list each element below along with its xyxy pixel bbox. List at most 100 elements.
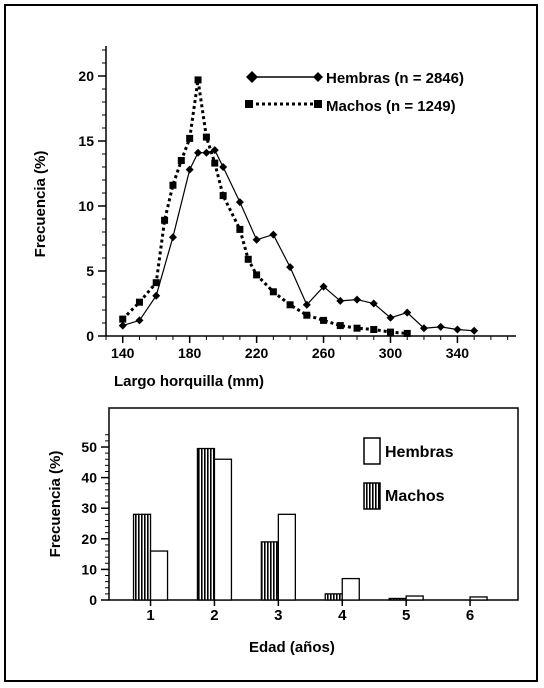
- machos-point: [186, 134, 194, 142]
- hembras-point: [319, 282, 328, 291]
- hembras-point: [269, 230, 278, 239]
- machos-bar: [324, 593, 343, 601]
- chart2-x-tick-label: 1: [146, 607, 154, 624]
- machos-point: [169, 181, 177, 189]
- hembras-point: [419, 324, 428, 333]
- machos-point: [303, 311, 311, 319]
- legend-hembras-label: Hembras (n = 2846): [326, 70, 464, 87]
- chart1-y-tick-label: 15: [78, 133, 94, 149]
- machos-point: [177, 157, 185, 164]
- hembras-point: [185, 165, 194, 174]
- hembras-point: [202, 148, 211, 157]
- hembras-point: [152, 291, 161, 300]
- legend-hembras-sample: [246, 71, 323, 83]
- chart1-xlabel: Largo horquilla (mm): [114, 373, 264, 390]
- age-frequency-chart: 0 10 20 30 40 50 1 2 3 4 5 6 Hembras Machos Edad (a…: [47, 407, 519, 656]
- legend-machos-bar-label: Machos: [385, 488, 445, 505]
- chart1-y-tick-label: 0: [86, 328, 94, 344]
- chart2-y-tick-label: 20: [81, 531, 97, 547]
- machos-point: [269, 288, 277, 296]
- machos-bar: [196, 447, 216, 601]
- hembras-bar: [341, 577, 360, 601]
- legend-hembras-bar-label: Hembras: [385, 444, 454, 461]
- machos-point: [244, 255, 252, 263]
- hembras-point: [252, 235, 261, 244]
- machos-point: [320, 316, 328, 324]
- machos-line: [121, 79, 408, 335]
- legend-hembras-swatch: [363, 437, 381, 465]
- chart2-x-tick-label: 6: [466, 607, 474, 624]
- chart2-x-tick-label: 5: [402, 607, 410, 624]
- hembras-point: [436, 322, 445, 331]
- hembras-point: [369, 299, 378, 308]
- chart1-axes: 140 180 220 260 300 340 0 5 10 15 20: [78, 46, 516, 361]
- hembras-point: [353, 295, 362, 304]
- chart2-y-tick-label: 40: [81, 470, 97, 486]
- hembras-point: [403, 308, 412, 317]
- hembras-point: [302, 300, 311, 309]
- machos-bar: [388, 597, 407, 601]
- machos-point: [219, 192, 227, 200]
- hembras-point: [118, 321, 127, 330]
- machos-point: [236, 225, 244, 233]
- chart2-y-tick-label: 10: [81, 561, 97, 577]
- chart1-x-tick-label: 260: [312, 345, 336, 361]
- machos-point: [286, 301, 294, 309]
- legend-machos-label: Machos (n = 1249): [326, 98, 456, 115]
- length-frequency-chart: 140 180 220 260 300 340 0 5 10 15 20 Hembras (n = …: [32, 46, 516, 390]
- machos-point: [403, 329, 411, 337]
- chart1-legend: Hembras (n = 2846) Machos (n = 1249): [245, 70, 464, 115]
- chart1-series: [118, 76, 479, 337]
- machos-point: [370, 326, 378, 333]
- chart1-y-tick-label: 20: [78, 68, 94, 84]
- chart1-ylabel: Frecuencia (%): [32, 151, 49, 258]
- machos-point: [211, 159, 219, 167]
- chart2-xlabel: Edad (años): [249, 639, 335, 656]
- chart2-x-tick-label: 4: [338, 607, 347, 624]
- chart2-y-tick-label: 50: [81, 439, 97, 455]
- hembras-point: [453, 325, 462, 334]
- chart2-legend: Hembras Machos: [363, 437, 454, 510]
- chart1-x-tick-label: 300: [379, 345, 403, 361]
- hembras-bar: [405, 595, 424, 601]
- machos-bar: [260, 541, 280, 601]
- chart2-plot-frame: [108, 407, 519, 601]
- machos-point: [386, 328, 394, 336]
- chart1-x-tick-label: 220: [245, 345, 269, 361]
- hembras-bar: [149, 550, 169, 601]
- hembras-point: [470, 326, 479, 335]
- hembras-point: [336, 296, 345, 305]
- chart1-x-tick-label: 180: [178, 345, 202, 361]
- chart2-bars: [132, 447, 488, 601]
- hembras-point: [135, 316, 144, 325]
- machos-point: [135, 298, 143, 306]
- hembras-point: [194, 148, 203, 157]
- machos-point: [119, 315, 127, 323]
- machos-point: [353, 324, 361, 332]
- hembras-line: [122, 149, 475, 332]
- chart2-x-tick-label: 2: [210, 607, 218, 624]
- machos-point: [253, 271, 261, 279]
- machos-point: [161, 216, 169, 224]
- chart2-axes: 0 10 20 30 40 50 1 2 3 4 5 6: [81, 434, 474, 624]
- chart1-y-tick-label: 5: [86, 263, 94, 279]
- hembras-point: [235, 198, 244, 207]
- hembras-bar: [213, 458, 233, 601]
- hembras-point: [286, 263, 295, 272]
- chart2-ylabel: Frecuencia (%): [47, 451, 64, 558]
- legend-machos-sample: [245, 100, 322, 108]
- chart1-y-tick-label: 10: [78, 198, 94, 214]
- chart2-y-tick-label: 30: [81, 500, 97, 516]
- hembras-point: [219, 163, 228, 171]
- legend-machos-swatch: [363, 482, 381, 510]
- hembras-point: [386, 313, 395, 322]
- machos-point: [202, 133, 210, 141]
- machos-point: [336, 322, 344, 330]
- chart2-x-tick-label: 3: [274, 607, 282, 624]
- machos-point: [194, 76, 202, 84]
- chart1-x-tick-label: 140: [111, 345, 135, 361]
- chart1-x-tick-label: 340: [446, 345, 470, 361]
- hembras-point: [168, 233, 177, 242]
- hembras-bar: [277, 513, 297, 601]
